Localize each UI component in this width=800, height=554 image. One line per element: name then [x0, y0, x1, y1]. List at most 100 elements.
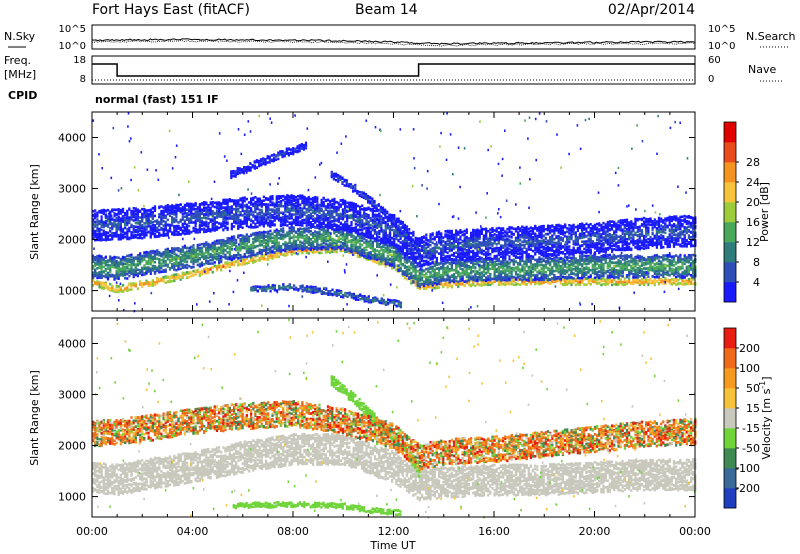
data-cell — [570, 276, 573, 279]
data-cell — [124, 288, 127, 292]
data-cell — [175, 247, 178, 250]
data-cell — [121, 263, 125, 267]
data-cell — [378, 262, 381, 266]
data-cell — [495, 267, 498, 271]
data-cell — [467, 272, 471, 275]
data-cell — [275, 237, 278, 241]
data-cell — [412, 280, 415, 283]
data-cell — [596, 277, 599, 280]
data-cell — [457, 272, 460, 276]
data-cell — [109, 265, 112, 269]
data-cell — [632, 267, 635, 270]
data-cell — [431, 284, 434, 287]
data-cell — [335, 230, 338, 233]
data-cell — [670, 255, 673, 258]
data-cell — [517, 273, 520, 276]
data-cell — [220, 249, 223, 252]
data-cell — [487, 269, 490, 272]
data-cell — [265, 243, 268, 247]
data-cell — [350, 233, 353, 237]
data-cell — [149, 269, 152, 272]
data-cell — [655, 275, 658, 279]
data-cell — [316, 234, 319, 237]
data-cell — [587, 271, 590, 274]
data-cell — [151, 279, 154, 282]
data-cell — [521, 276, 524, 279]
data-cell — [220, 266, 223, 270]
data-cell — [504, 283, 507, 287]
data-cell — [613, 261, 616, 265]
data-cell — [414, 265, 417, 268]
data-cell — [151, 282, 154, 285]
data-cell — [166, 249, 169, 253]
data-cell — [275, 249, 278, 252]
data-cell — [132, 263, 135, 267]
data-cell — [386, 262, 389, 266]
data-cell — [685, 273, 688, 277]
data-cell — [373, 260, 377, 264]
data-cell — [681, 262, 684, 266]
sky-tick-low: 10^0 — [59, 41, 86, 52]
data-cell — [412, 261, 415, 264]
data-cell — [553, 262, 556, 265]
data-cell — [153, 257, 157, 260]
data-cell — [636, 280, 639, 284]
data-cell — [576, 261, 579, 264]
data-cell — [145, 255, 148, 258]
data-cell — [572, 262, 575, 265]
data-cell — [220, 251, 223, 255]
data-cell — [534, 265, 537, 268]
data-cell — [162, 275, 165, 279]
data-cell — [241, 246, 244, 249]
data-cell — [128, 283, 131, 286]
data-cell — [339, 247, 342, 251]
data-cell — [305, 241, 308, 244]
data-cell — [457, 264, 460, 268]
data-cell — [536, 260, 539, 263]
data-cell — [660, 256, 663, 259]
data-cell — [611, 273, 614, 277]
data-cell — [608, 260, 611, 263]
data-cell — [329, 244, 332, 247]
data-cell — [632, 268, 635, 272]
data-cell — [149, 262, 152, 266]
data-cell — [324, 229, 327, 233]
data-cell — [218, 265, 221, 269]
data-cell — [670, 278, 673, 281]
data-cell — [115, 263, 118, 267]
data-cell — [634, 259, 637, 262]
data-cell — [361, 235, 364, 239]
data-cell — [502, 264, 505, 267]
frequency-series — [92, 63, 695, 77]
data-cell — [625, 257, 629, 261]
data-cell — [690, 280, 693, 284]
data-cell — [279, 229, 283, 233]
data-cell — [186, 255, 189, 258]
data-cell — [126, 262, 129, 266]
data-cell — [611, 270, 614, 273]
data-cell — [211, 253, 214, 257]
data-cell — [517, 276, 520, 279]
data-cell — [465, 280, 468, 283]
data-cell — [139, 252, 142, 255]
data-cell — [546, 262, 550, 265]
data-cell — [356, 247, 359, 250]
data-cell — [525, 262, 528, 266]
data-cell — [162, 252, 165, 255]
data-cell — [600, 277, 603, 280]
data-cell — [572, 272, 575, 275]
data-cell — [126, 266, 129, 270]
data-cell — [593, 278, 597, 281]
data-cell — [226, 257, 229, 261]
data-cell — [192, 269, 195, 273]
data-cell — [649, 281, 652, 285]
data-cell — [425, 282, 428, 285]
data-cell — [459, 279, 462, 283]
data-cell — [224, 261, 227, 264]
data-cell — [480, 260, 483, 263]
data-cell — [414, 266, 417, 270]
data-cell — [497, 280, 500, 283]
data-cell — [517, 282, 520, 286]
data-cell — [104, 275, 107, 279]
data-cell — [209, 258, 212, 262]
